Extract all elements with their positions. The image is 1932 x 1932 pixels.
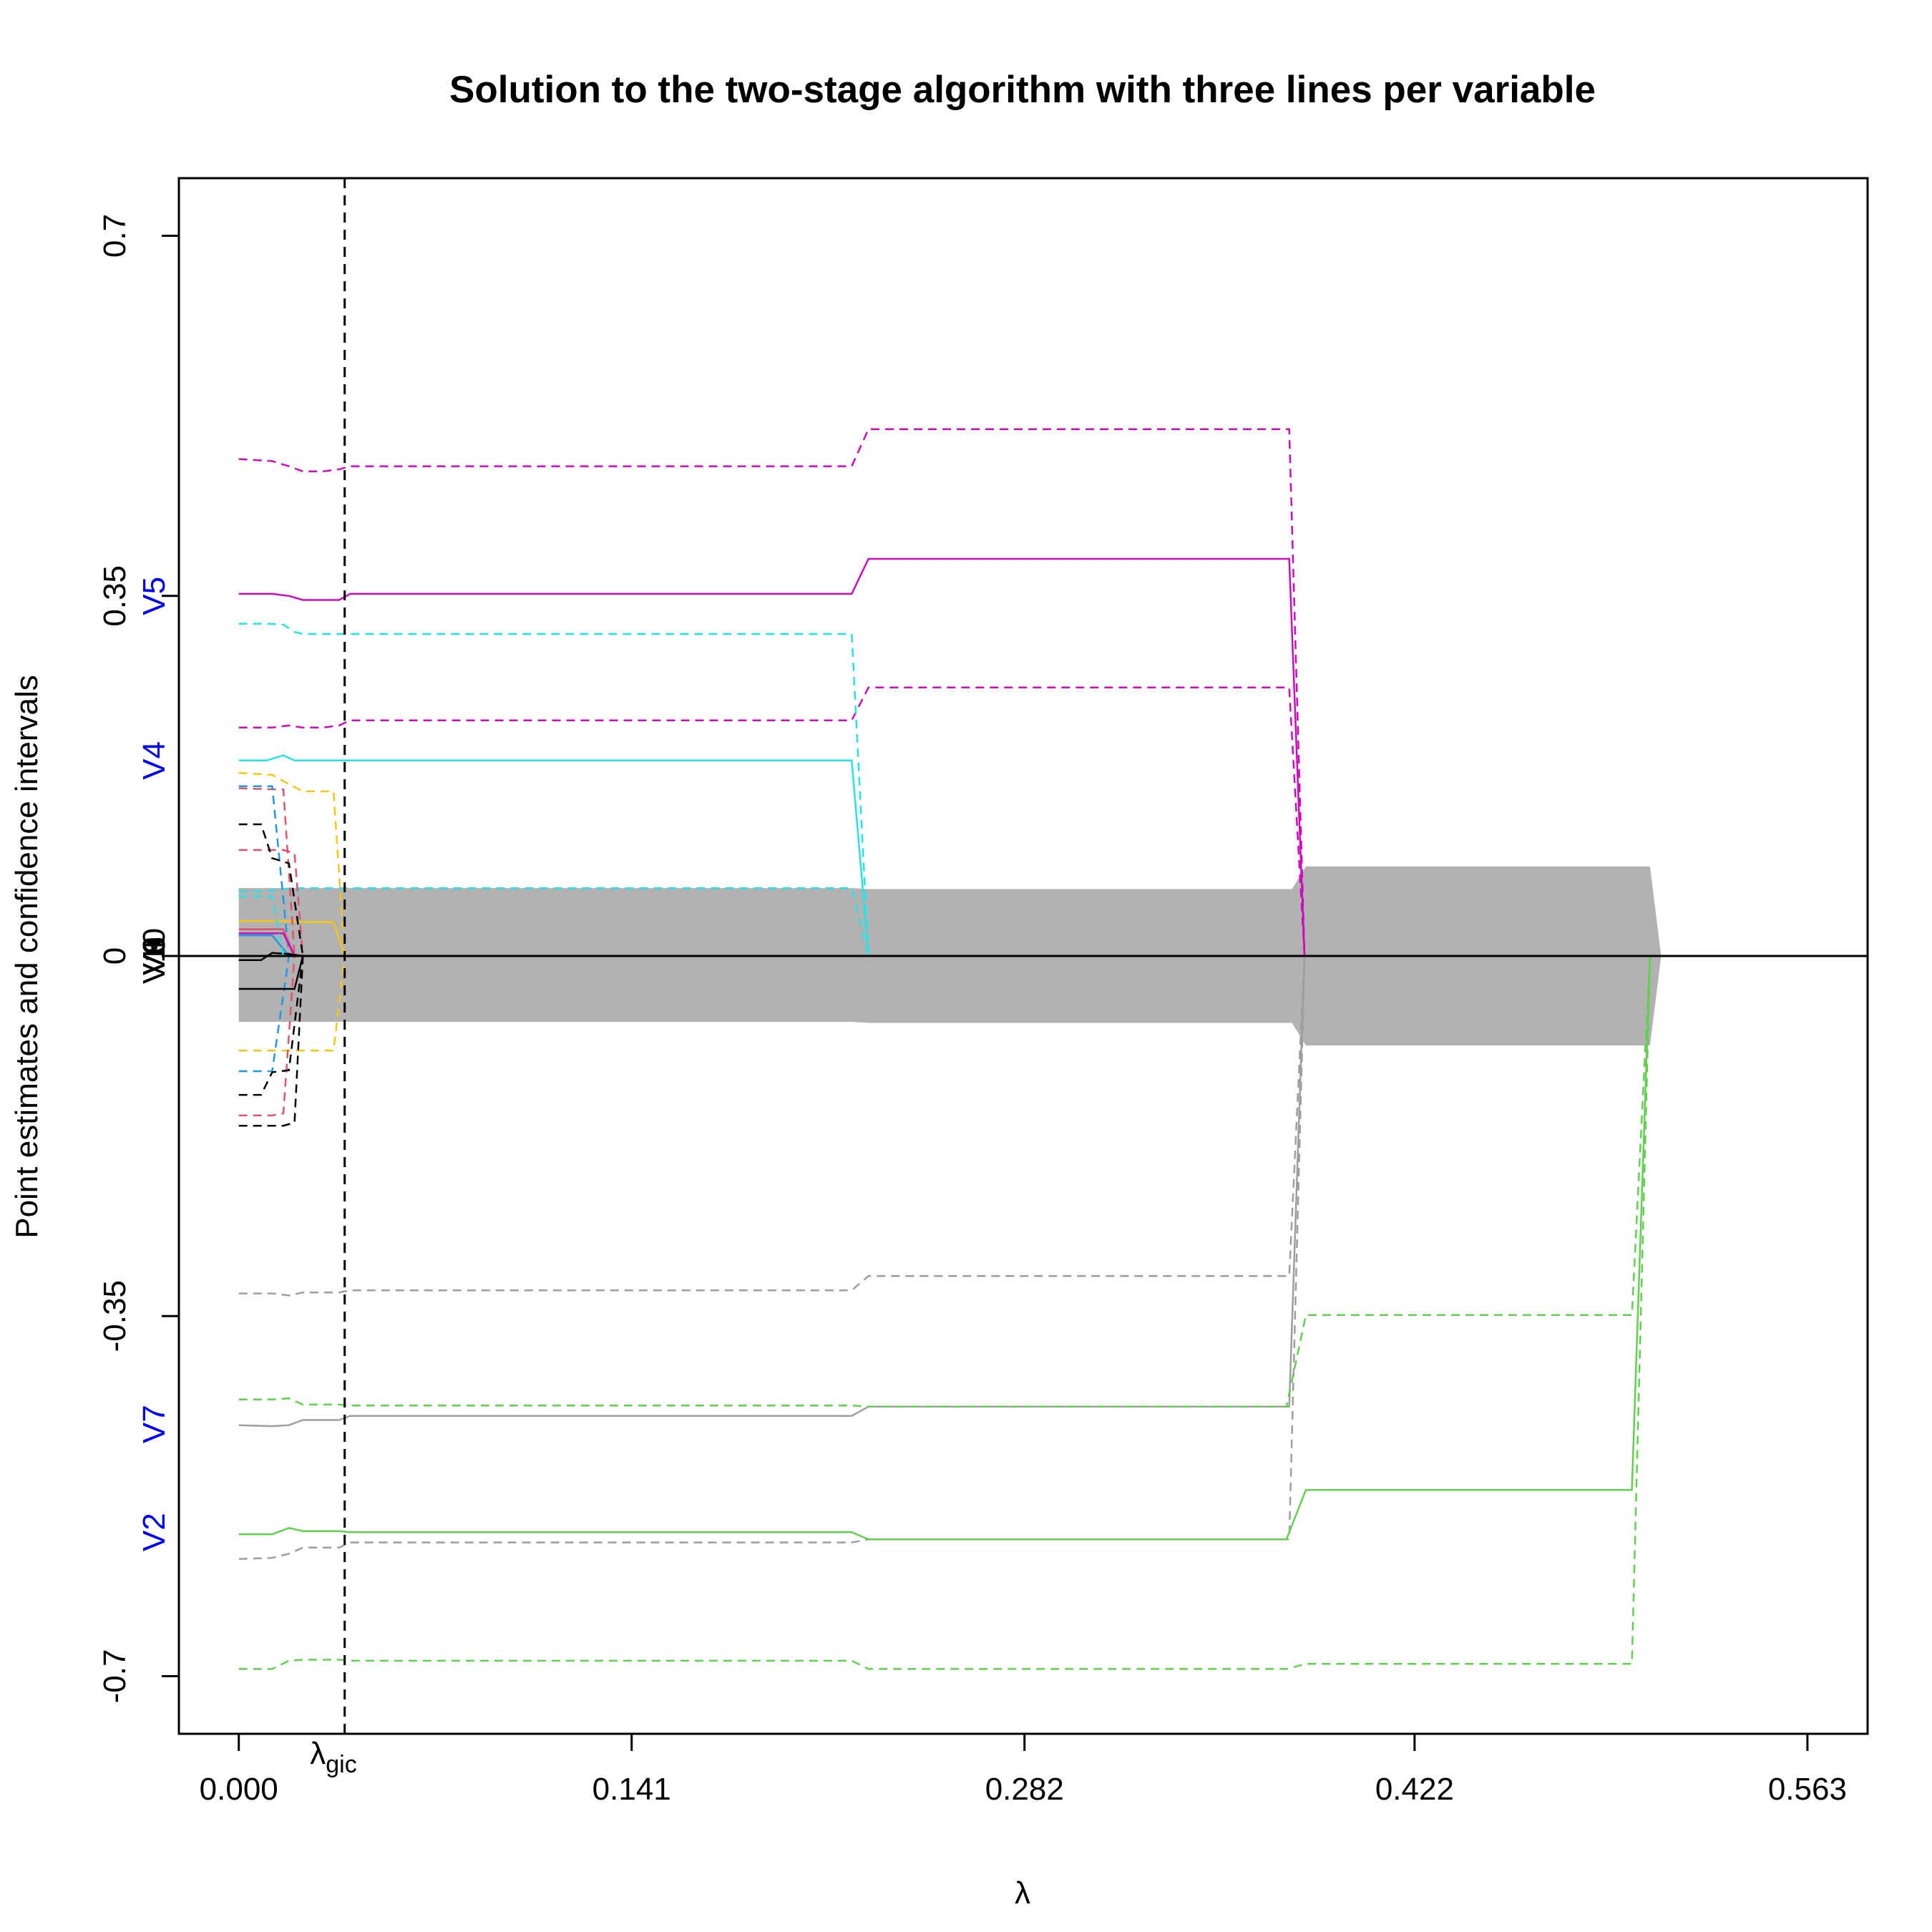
series-line-18 xyxy=(238,955,296,1117)
series-line-1 xyxy=(238,557,1306,957)
series-line-9 xyxy=(238,955,1306,1560)
series-line-28 xyxy=(238,955,304,1127)
variable-label-v6: V6 xyxy=(137,937,172,975)
x-axis-label: λ xyxy=(1015,1875,1030,1911)
y-axis: 0.7 0.35 0 -0.35 -0.7 xyxy=(97,214,180,1704)
series-line-2 xyxy=(238,428,1306,957)
variable-label-v1: V1 xyxy=(137,937,172,975)
x-tick-label: 0.563 xyxy=(1768,1772,1847,1807)
series-line-5 xyxy=(238,623,869,957)
series-line-25 xyxy=(238,823,304,957)
series-line-4 xyxy=(238,754,869,957)
y-tick-label: 0 xyxy=(97,947,132,965)
series-line-19 xyxy=(238,934,290,957)
series-line-27 xyxy=(238,955,304,990)
series-layer xyxy=(238,428,1652,1670)
series-line-26 xyxy=(238,955,304,1096)
series-line-14 xyxy=(238,771,346,957)
x-tick-label: 0.282 xyxy=(985,1772,1064,1807)
y-axis-label: Point estimates and confidence intervals xyxy=(9,675,44,1239)
y-tick-label: 0.35 xyxy=(97,565,132,627)
series-line-3 xyxy=(238,686,1306,957)
series-line-8 xyxy=(238,955,1306,1297)
y-tick-label: -0.7 xyxy=(97,1649,132,1704)
series-line-10 xyxy=(238,955,1652,1541)
lambda-gic-label: λgic xyxy=(310,1736,356,1778)
series-line-6 xyxy=(238,887,869,957)
y-tick-label: 0.7 xyxy=(97,214,132,258)
series-line-21 xyxy=(238,955,291,1073)
variable-label-v3: V3 xyxy=(137,937,172,975)
series-line-11 xyxy=(238,955,1652,1670)
variable-label-v10: V10 xyxy=(137,928,172,984)
chart-title: Solution to the two-stage algorithm with… xyxy=(449,69,1596,111)
series-line-17 xyxy=(238,787,296,957)
x-tick-label: 0.000 xyxy=(200,1772,278,1807)
series-line-15 xyxy=(238,955,346,1052)
series-line-29 xyxy=(238,895,285,957)
variable-label-v9: V9 xyxy=(137,937,172,975)
y-tick-label: -0.35 xyxy=(97,1280,132,1352)
variable-label-v8: V8 xyxy=(137,937,172,975)
series-line-24 xyxy=(238,952,303,962)
series-line-13 xyxy=(238,919,346,957)
series-line-20 xyxy=(238,785,291,957)
variable-label-v4: V4 xyxy=(137,741,172,780)
variable-label-v5: V5 xyxy=(137,577,172,615)
variable-label-v2: V2 xyxy=(137,1513,172,1551)
variable-label-v7: V7 xyxy=(137,1405,172,1443)
x-axis: 0.000 0.141 0.282 0.422 0.563 xyxy=(200,1732,1847,1807)
series-line-7 xyxy=(238,955,1306,1428)
series-line-23 xyxy=(238,849,304,957)
x-tick-label: 0.422 xyxy=(1375,1772,1454,1807)
series-line-22 xyxy=(238,932,296,957)
series-line-16 xyxy=(238,928,296,957)
x-tick-label: 0.141 xyxy=(592,1772,671,1807)
series-line-12 xyxy=(238,955,1652,1408)
